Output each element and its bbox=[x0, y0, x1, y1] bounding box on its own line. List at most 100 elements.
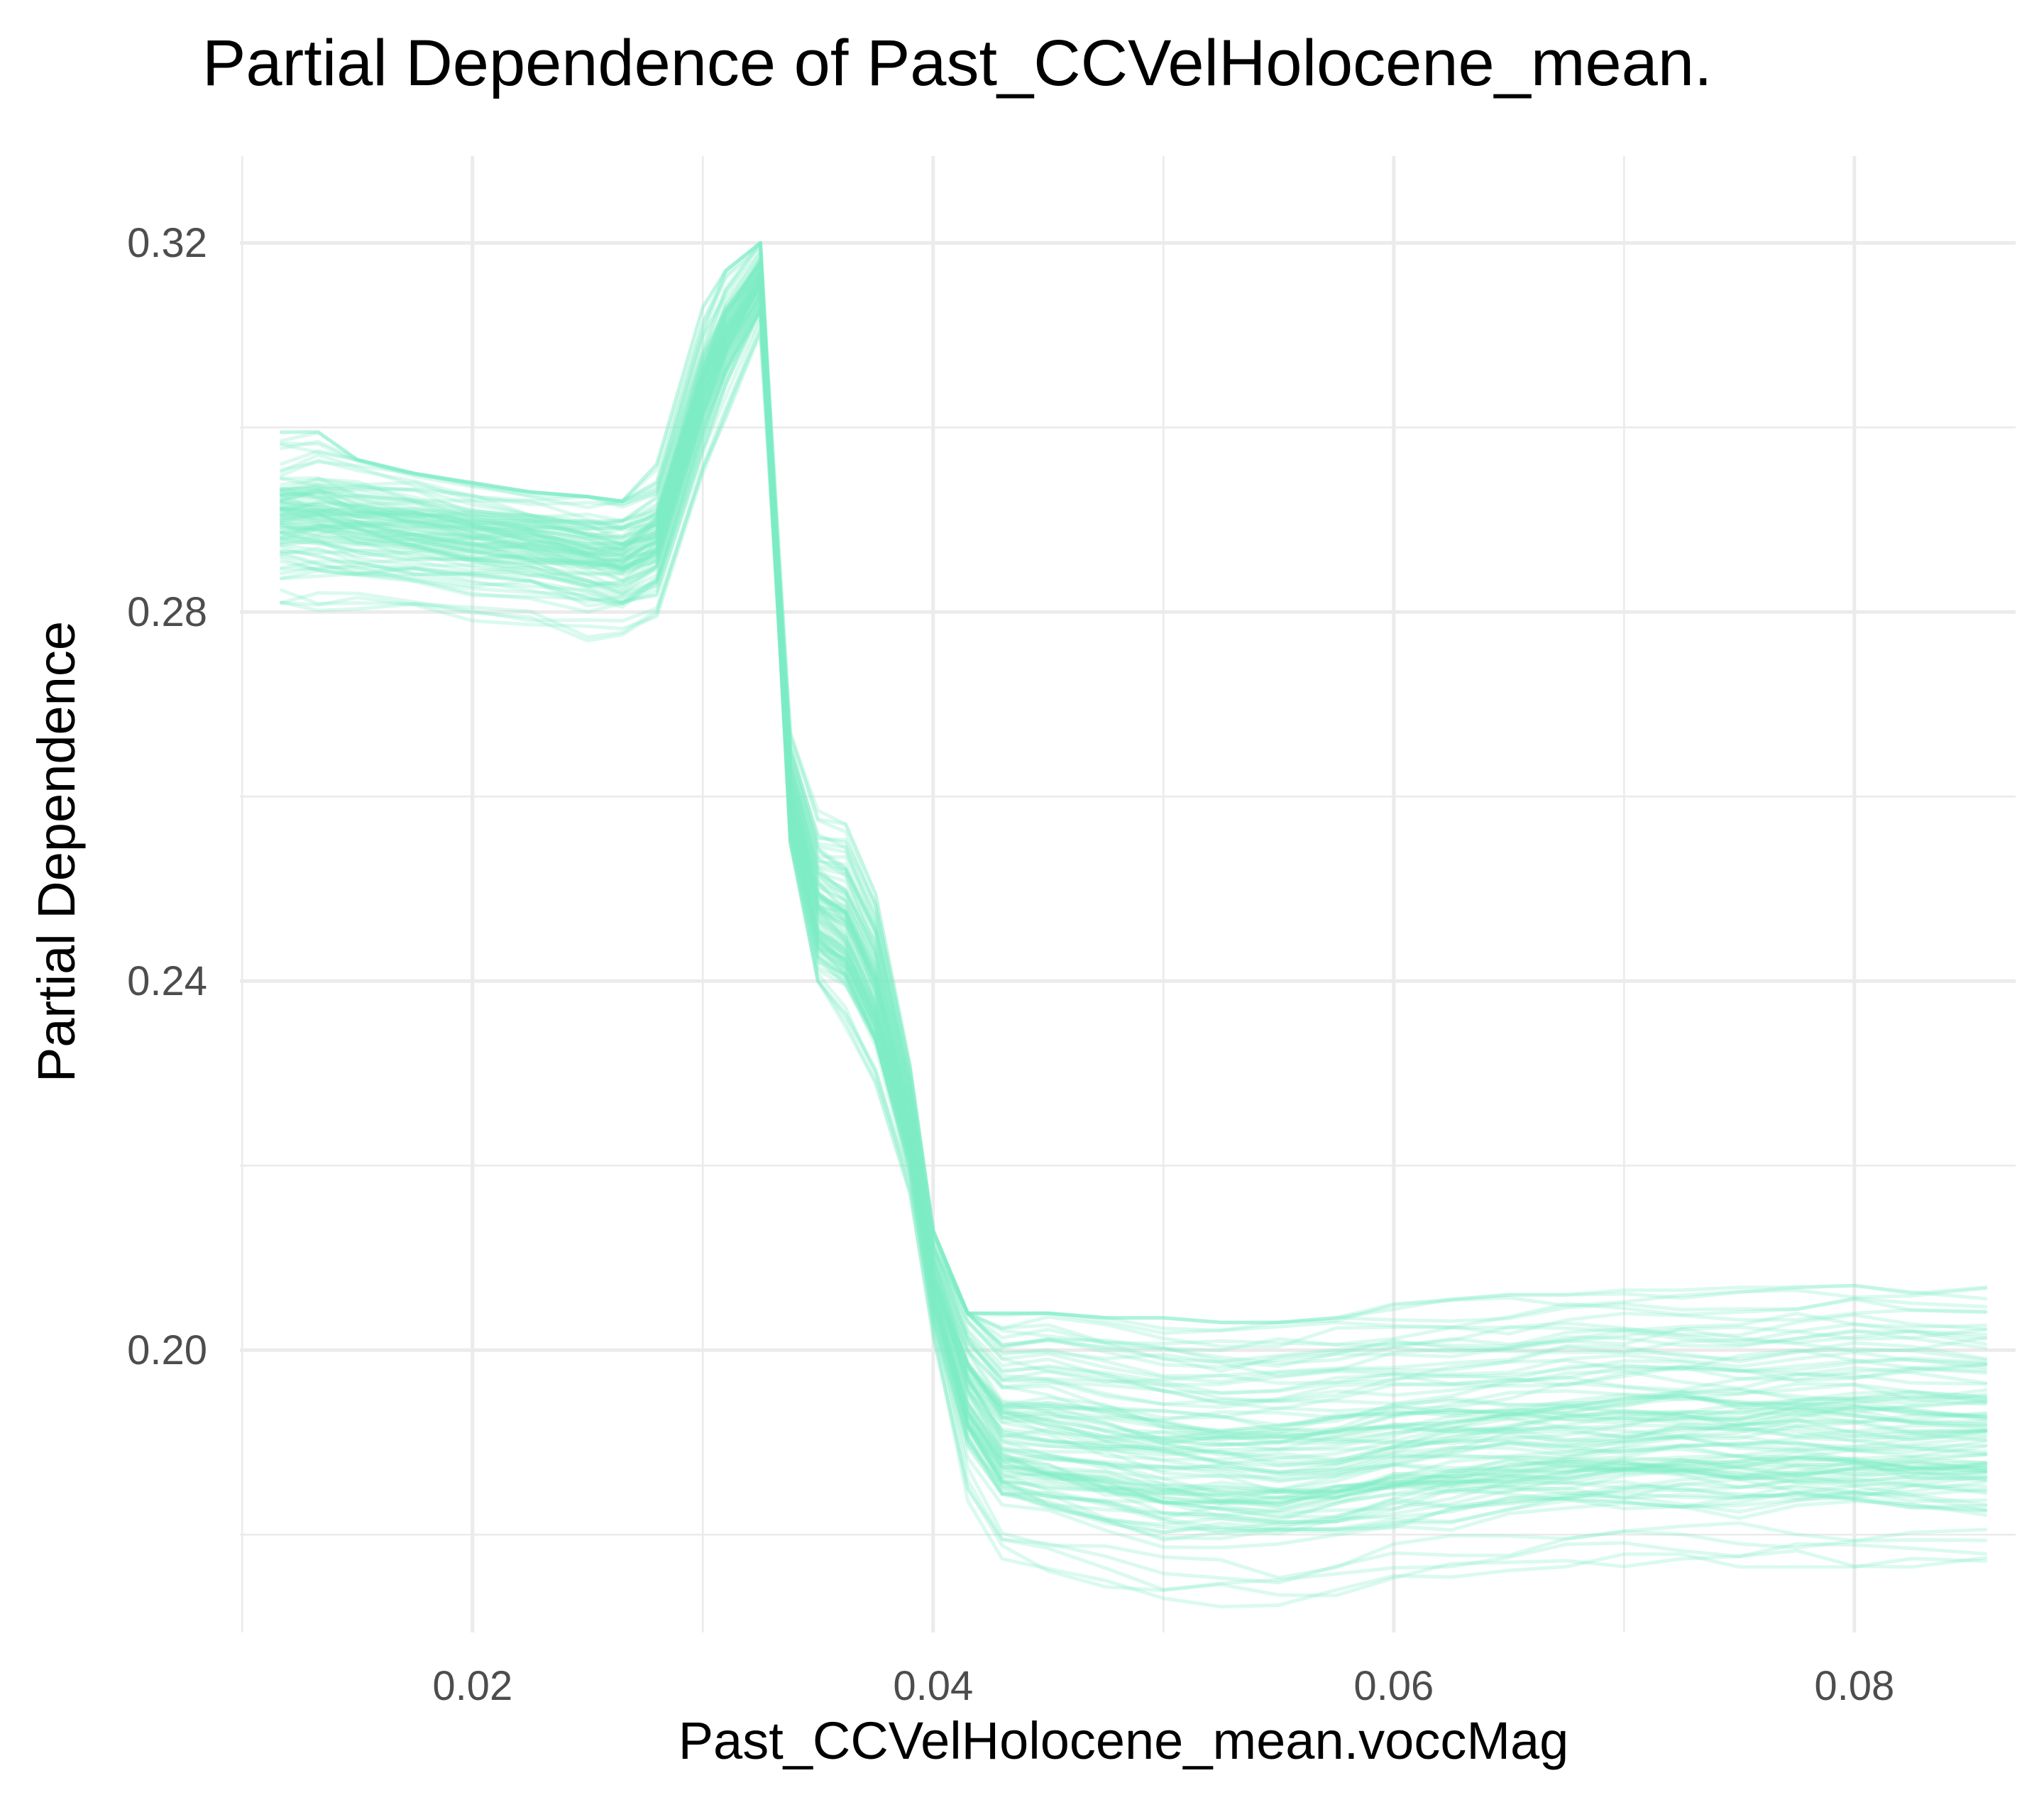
ice-line bbox=[279, 290, 1988, 1447]
ice-line bbox=[279, 282, 1988, 1479]
ice-line bbox=[279, 270, 1988, 1535]
ice-line bbox=[279, 278, 1988, 1349]
ice-line bbox=[279, 280, 1988, 1535]
ice-line bbox=[279, 281, 1988, 1441]
ice-line bbox=[279, 307, 1988, 1352]
ice-line bbox=[279, 329, 1988, 1324]
ice-line bbox=[279, 272, 1988, 1536]
ice-line bbox=[279, 283, 1988, 1500]
y-tick-label: 0.28 bbox=[127, 589, 207, 635]
ice-line bbox=[279, 302, 1988, 1346]
ice-line bbox=[279, 276, 1988, 1406]
ice-line bbox=[279, 290, 1988, 1378]
ice-line bbox=[279, 262, 1988, 1410]
ice-line bbox=[279, 261, 1988, 1476]
x-tick-label: 0.02 bbox=[432, 1663, 512, 1709]
ice-line bbox=[279, 307, 1988, 1444]
ice-line bbox=[279, 300, 1988, 1442]
ice-line bbox=[279, 267, 1988, 1366]
ice-line bbox=[279, 282, 1988, 1541]
ice-line bbox=[279, 260, 1988, 1524]
ice-line bbox=[279, 281, 1988, 1335]
ice-line bbox=[279, 268, 1988, 1505]
ice-line bbox=[279, 296, 1988, 1454]
ice-line bbox=[279, 290, 1988, 1474]
ice-line bbox=[279, 280, 1988, 1432]
ice-line bbox=[279, 261, 1988, 1483]
ice-line bbox=[279, 285, 1988, 1500]
ice-line bbox=[279, 295, 1988, 1532]
ice-line bbox=[279, 268, 1988, 1384]
ice-line bbox=[279, 299, 1988, 1332]
grid bbox=[240, 156, 2016, 1632]
ice-line bbox=[279, 258, 1988, 1368]
ice-line bbox=[279, 241, 1988, 1447]
ice-line bbox=[279, 287, 1988, 1461]
ice-line bbox=[279, 247, 1988, 1507]
ice-line bbox=[279, 267, 1988, 1535]
ice-line bbox=[279, 292, 1988, 1403]
x-axis-title: Past_CCVelHolocene_mean.voccMag bbox=[678, 1711, 1569, 1770]
ice-line bbox=[279, 289, 1988, 1510]
ice-line bbox=[279, 279, 1988, 1598]
ice-line bbox=[279, 265, 1988, 1585]
ice-line bbox=[279, 260, 1988, 1505]
ice-line bbox=[279, 280, 1988, 1580]
ice-line bbox=[279, 256, 1988, 1411]
ice-line bbox=[279, 283, 1988, 1542]
ice-line bbox=[279, 318, 1988, 1522]
ice-line bbox=[279, 277, 1988, 1549]
ice-line bbox=[279, 304, 1988, 1475]
ice-line bbox=[279, 271, 1988, 1527]
ice-line bbox=[279, 276, 1988, 1385]
ice-line bbox=[279, 274, 1988, 1463]
ice-line bbox=[279, 273, 1988, 1451]
ice-line bbox=[279, 241, 1988, 1378]
ice-line bbox=[279, 285, 1988, 1363]
ice-line bbox=[279, 272, 1988, 1441]
ice-line bbox=[279, 292, 1988, 1465]
x-tick-label: 0.04 bbox=[893, 1663, 973, 1709]
ice-line bbox=[279, 302, 1988, 1482]
ice-line bbox=[279, 271, 1988, 1406]
ice-line bbox=[279, 245, 1988, 1324]
ice-line bbox=[279, 280, 1988, 1373]
ice-line bbox=[279, 279, 1988, 1493]
ice-line bbox=[279, 241, 1988, 1387]
ice-line bbox=[279, 278, 1988, 1468]
ice-line bbox=[279, 309, 1988, 1520]
ice-line bbox=[279, 307, 1988, 1466]
ice-line bbox=[279, 278, 1988, 1433]
x-tick-label: 0.08 bbox=[1814, 1663, 1894, 1709]
ice-line bbox=[279, 307, 1988, 1495]
ice-line bbox=[279, 292, 1988, 1439]
x-tick-label: 0.06 bbox=[1353, 1663, 1434, 1709]
y-axis-title: Partial Dependence bbox=[27, 621, 86, 1082]
ice-line bbox=[279, 277, 1988, 1505]
ice-line bbox=[279, 262, 1988, 1491]
ice-line bbox=[279, 301, 1988, 1422]
ice-line bbox=[279, 309, 1988, 1446]
ice-line bbox=[279, 265, 1988, 1432]
ice-line bbox=[279, 297, 1988, 1439]
ice-line bbox=[279, 326, 1988, 1495]
ice-line bbox=[279, 280, 1988, 1520]
ice-line bbox=[279, 331, 1988, 1473]
ice-line bbox=[279, 273, 1988, 1508]
ice-line bbox=[279, 241, 1988, 1446]
ice-line bbox=[279, 260, 1988, 1324]
ice-line bbox=[279, 241, 1988, 1395]
ice-line bbox=[279, 261, 1988, 1369]
ice-line bbox=[279, 273, 1988, 1452]
ice-line bbox=[279, 266, 1988, 1457]
ice-line bbox=[279, 258, 1988, 1513]
ice-line bbox=[279, 307, 1988, 1435]
ice-line bbox=[279, 251, 1988, 1609]
ice-line bbox=[279, 293, 1988, 1395]
ice-line bbox=[279, 265, 1988, 1517]
ice-line bbox=[279, 241, 1988, 1592]
ice-line bbox=[279, 282, 1988, 1498]
y-tick-label: 0.32 bbox=[127, 220, 207, 266]
tick-labels: 0.02 0.04 0.06 0.08 0.20 0.24 0.28 0.32 bbox=[127, 220, 1894, 1709]
